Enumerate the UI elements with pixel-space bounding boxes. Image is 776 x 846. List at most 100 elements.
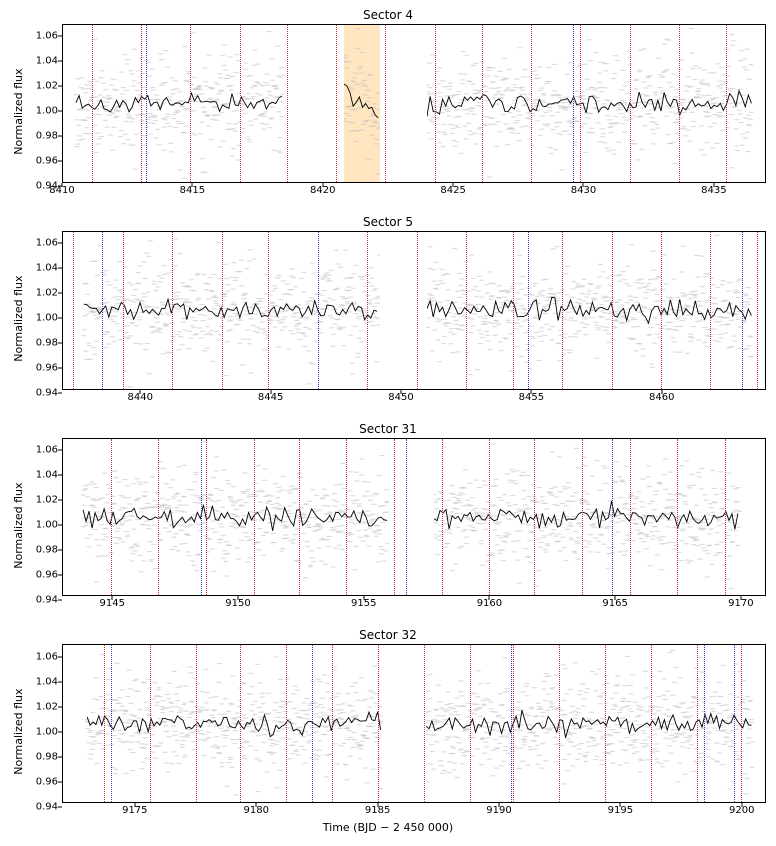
y-tick-label: 1.02 bbox=[36, 494, 58, 505]
plot-area bbox=[62, 644, 766, 803]
transit-line-red bbox=[222, 232, 223, 389]
transit-line-red bbox=[677, 439, 678, 596]
transit-line-red bbox=[562, 232, 563, 389]
x-tick-mark bbox=[453, 183, 454, 187]
transit-line-red bbox=[559, 645, 560, 802]
transit-line-red bbox=[651, 645, 652, 802]
panel-body: Normalized flux0.940.960.981.001.021.041… bbox=[10, 231, 766, 406]
transit-line-red bbox=[630, 25, 631, 182]
transit-line-red bbox=[482, 25, 483, 182]
y-tick-label: 1.06 bbox=[36, 444, 58, 455]
data-gap bbox=[380, 25, 427, 182]
x-tick-mark bbox=[134, 803, 135, 807]
transit-line-red bbox=[158, 439, 159, 596]
y-axis-label: Normalized flux bbox=[10, 644, 26, 819]
transit-line-red bbox=[172, 232, 173, 389]
transit-line-red bbox=[661, 232, 662, 389]
transit-line-red bbox=[612, 232, 613, 389]
transit-line-red bbox=[190, 25, 191, 182]
y-tick-label: 1.04 bbox=[36, 263, 58, 274]
panel-title: Sector 5 bbox=[10, 215, 766, 229]
y-tick-label: 1.04 bbox=[36, 56, 58, 67]
transit-line-red bbox=[150, 645, 151, 802]
y-tick-label: 0.96 bbox=[36, 363, 58, 374]
transit-line-red bbox=[534, 439, 535, 596]
transit-line-blue bbox=[528, 232, 529, 389]
plot-column: 914591509155916091659170 bbox=[62, 438, 766, 613]
transit-line-red bbox=[435, 25, 436, 182]
y-tick-label: 0.98 bbox=[36, 544, 58, 555]
transit-line-red bbox=[513, 232, 514, 389]
transit-line-red bbox=[470, 645, 471, 802]
x-tick-mark bbox=[498, 803, 499, 807]
transit-line-blue bbox=[406, 439, 407, 596]
transit-line-red bbox=[466, 232, 467, 389]
panel-body: Normalized flux0.940.960.981.001.021.041… bbox=[10, 438, 766, 613]
transit-line-blue bbox=[612, 439, 613, 596]
x-tick-mark bbox=[489, 596, 490, 600]
binned-line bbox=[83, 504, 387, 530]
y-tick-label: 0.94 bbox=[36, 388, 58, 399]
transit-line-red bbox=[240, 645, 241, 802]
y-tick-label: 0.98 bbox=[36, 131, 58, 142]
y-axis-label: Normalized flux bbox=[10, 438, 26, 613]
y-tick-label: 1.06 bbox=[36, 31, 58, 42]
transit-line-blue bbox=[573, 25, 574, 182]
transit-line-red bbox=[726, 25, 727, 182]
x-tick-mark bbox=[661, 390, 662, 394]
transit-line-red bbox=[196, 645, 197, 802]
transit-line-red bbox=[697, 645, 698, 802]
panel-title: Sector 32 bbox=[10, 628, 766, 642]
y-tick-label: 1.06 bbox=[36, 651, 58, 662]
data-gap bbox=[380, 232, 427, 389]
plot-area bbox=[62, 438, 766, 597]
x-axis: 914591509155916091659170 bbox=[62, 596, 766, 612]
plot-column: 917591809185919091959200 bbox=[62, 644, 766, 819]
x-tick-mark bbox=[140, 390, 141, 394]
transit-line-red bbox=[104, 645, 105, 802]
transit-line-red bbox=[367, 232, 368, 389]
x-tick-mark bbox=[62, 183, 63, 187]
transit-line-red bbox=[254, 439, 255, 596]
x-tick-mark bbox=[238, 596, 239, 600]
transit-line-red bbox=[287, 25, 288, 182]
binned-line bbox=[84, 299, 377, 319]
y-tick-label: 1.02 bbox=[36, 81, 58, 92]
y-tick-label: 0.94 bbox=[36, 801, 58, 812]
x-axis: 917591809185919091959200 bbox=[62, 803, 766, 819]
transit-line-blue bbox=[704, 645, 705, 802]
transit-line-red bbox=[286, 645, 287, 802]
transit-line-red bbox=[424, 645, 425, 802]
transit-line-red bbox=[332, 645, 333, 802]
transit-line-red bbox=[268, 232, 269, 389]
y-axis-label: Normalized flux bbox=[10, 231, 26, 406]
y-tick-label: 0.96 bbox=[36, 569, 58, 580]
panel-title: Sector 31 bbox=[10, 422, 766, 436]
y-tick-label: 1.00 bbox=[36, 106, 58, 117]
plot-area bbox=[62, 24, 766, 183]
y-tick-label: 1.02 bbox=[36, 288, 58, 299]
y-tick-label: 1.04 bbox=[36, 469, 58, 480]
x-tick-mark bbox=[363, 596, 364, 600]
transit-line-red bbox=[679, 25, 680, 182]
transit-line-red bbox=[580, 25, 581, 182]
y-tick-label: 0.98 bbox=[36, 338, 58, 349]
transit-line-blue bbox=[734, 645, 735, 802]
binned-line bbox=[427, 91, 751, 117]
plot-area bbox=[62, 231, 766, 390]
binned-line bbox=[344, 84, 378, 118]
figure: Sector 4Normalized flux0.940.960.981.001… bbox=[0, 0, 776, 846]
x-axis-label: Time (BJD − 2 450 000) bbox=[10, 821, 766, 834]
transit-line-red bbox=[582, 439, 583, 596]
x-tick-mark bbox=[270, 390, 271, 394]
y-tick-label: 0.98 bbox=[36, 751, 58, 762]
y-axis: 0.940.960.981.001.021.041.06 bbox=[26, 24, 62, 199]
data-gap bbox=[389, 439, 434, 596]
binned-line bbox=[427, 297, 751, 323]
transit-line-red bbox=[346, 439, 347, 596]
data-gap bbox=[383, 645, 427, 802]
transit-line-red bbox=[605, 645, 606, 802]
transit-line-red bbox=[336, 25, 337, 182]
transit-line-red bbox=[442, 439, 443, 596]
x-tick-mark bbox=[377, 803, 378, 807]
